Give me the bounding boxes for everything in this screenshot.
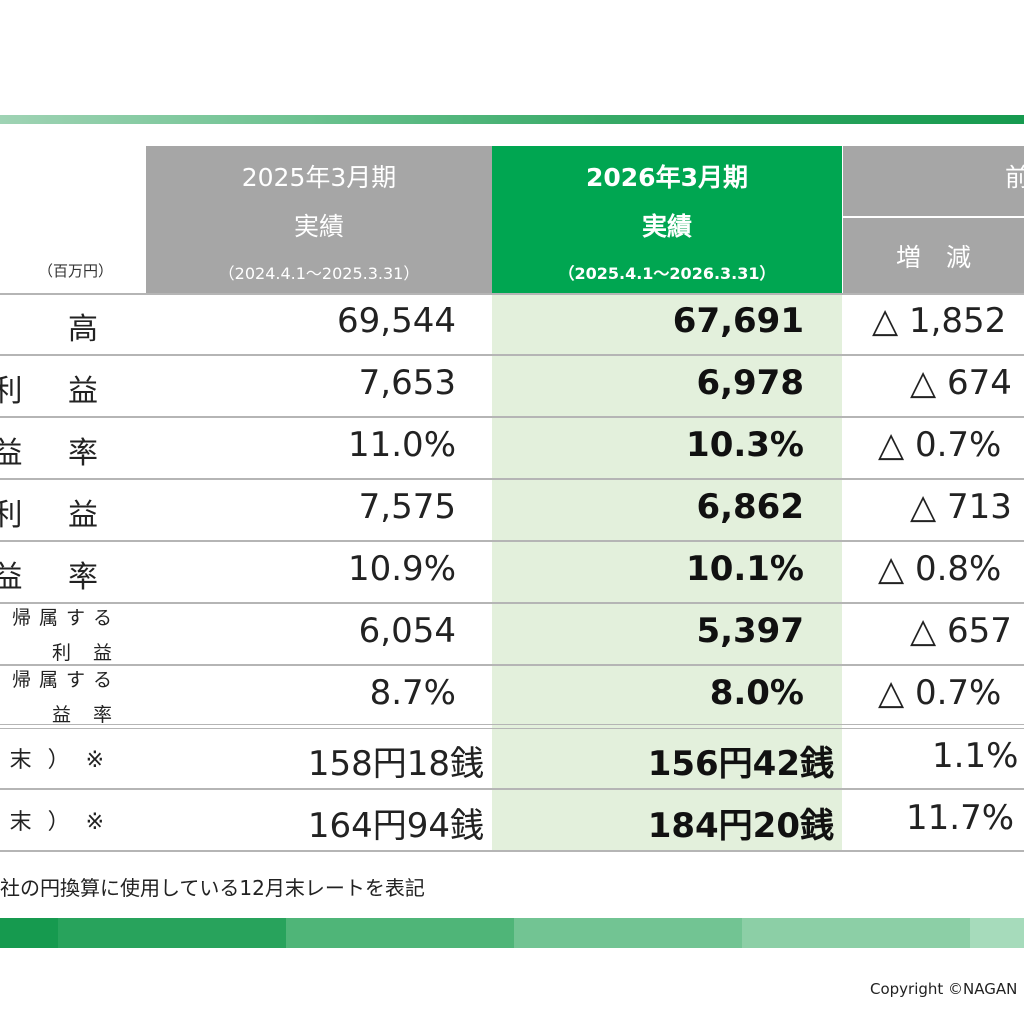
- row-diff-net-margin: △ 0.7%: [878, 673, 1002, 713]
- row-divider: [0, 416, 1024, 418]
- top-decorative-stripe: [0, 115, 1024, 124]
- header-curr-subtitle: 実績: [641, 212, 692, 241]
- row-diff-usd-rate: 1.1%: [932, 736, 1019, 776]
- row-curr-net-sales: 67,691: [672, 301, 804, 341]
- row-label-eur-rate: 末）※: [9, 810, 120, 835]
- row-prev-operating-profit: 7,653: [358, 363, 456, 403]
- row-curr-net-income: 5,397: [696, 611, 804, 651]
- row-prev-net-margin: 8.7%: [369, 673, 456, 713]
- row-label-ordinary-profit: 利 益: [0, 498, 116, 533]
- header-curr-title: 2026年3月期: [586, 163, 748, 192]
- row-diff-net-income: △ 657: [910, 611, 1012, 651]
- row-label-net-margin-line2: 益 率: [51, 704, 120, 726]
- header-diff-top-cell: [843, 146, 1024, 216]
- row-divider: [0, 478, 1024, 480]
- header-prev-year-cell: [146, 146, 492, 293]
- row-label-net-income-line1: 帰属する: [11, 607, 120, 629]
- row-prev-ordinary-margin: 10.9%: [347, 549, 456, 589]
- row-diff-ordinary-profit: △ 713: [910, 487, 1012, 527]
- footnote: 社の円換算に使用している12月末レートを表記: [0, 876, 425, 900]
- row-divider: [0, 540, 1024, 542]
- row-divider: [0, 850, 1024, 852]
- row-diff-eur-rate: 11.7%: [906, 798, 1015, 838]
- header-curr-period: （2025.4.1～2026.3.31）: [558, 264, 776, 283]
- row-prev-operating-margin: 11.0%: [347, 425, 456, 465]
- header-diff-bottom-cell: [843, 218, 1024, 293]
- row-divider: [0, 354, 1024, 356]
- row-label-net-margin-line1: 帰属する: [11, 669, 120, 691]
- bottom-decorative-stripe: [0, 918, 1024, 948]
- header-diff-title: 前: [1005, 163, 1024, 192]
- row-label-operating-margin: 益 率: [0, 436, 116, 471]
- row-diff-net-sales: △ 1,852: [872, 301, 1007, 341]
- row-divider: [0, 293, 1024, 295]
- row-prev-net-sales: 69,544: [337, 301, 456, 341]
- row-curr-usd-rate: 156円42銭: [647, 744, 834, 784]
- row-divider: [0, 664, 1024, 666]
- row-diff-operating-profit: △ 674: [910, 363, 1012, 403]
- header-prev-title: 2025年3月期: [241, 163, 397, 192]
- row-divider: [0, 602, 1024, 604]
- row-curr-ordinary-profit: 6,862: [696, 487, 804, 527]
- row-label-usd-rate: 末）※: [9, 748, 120, 773]
- row-divider: [0, 788, 1024, 790]
- header-prev-subtitle: 実績: [293, 212, 344, 241]
- row-curr-eur-rate: 184円20銭: [647, 806, 834, 846]
- header-diff-sub: 増 減: [896, 243, 972, 272]
- current-year-column-highlight: [492, 294, 842, 850]
- copyright-text: Copyright ©NAGAN: [870, 980, 1018, 998]
- row-label-net-income-line2: 利 益: [51, 642, 120, 664]
- row-curr-operating-profit: 6,978: [696, 363, 804, 403]
- row-diff-ordinary-margin: △ 0.8%: [878, 549, 1002, 589]
- row-curr-operating-margin: 10.3%: [686, 425, 804, 465]
- row-prev-net-income: 6,054: [358, 611, 456, 651]
- unit-label: （百万円）: [38, 262, 114, 280]
- row-curr-ordinary-margin: 10.1%: [686, 549, 804, 589]
- row-label-operating-profit: 利 益: [0, 374, 116, 409]
- row-label-ordinary-margin: 益 率: [0, 560, 116, 595]
- row-prev-eur-rate: 164円94銭: [307, 806, 484, 846]
- row-curr-net-margin: 8.0%: [709, 673, 804, 713]
- header-current-year-cell: [492, 146, 842, 293]
- row-label-net-sales: 高: [68, 312, 116, 347]
- header-prev-period: （2024.4.1～2025.3.31）: [218, 264, 420, 283]
- row-diff-operating-margin: △ 0.7%: [878, 425, 1002, 465]
- row-divider-double: [0, 724, 1024, 729]
- row-prev-ordinary-profit: 7,575: [358, 487, 456, 527]
- row-prev-usd-rate: 158円18銭: [307, 744, 484, 784]
